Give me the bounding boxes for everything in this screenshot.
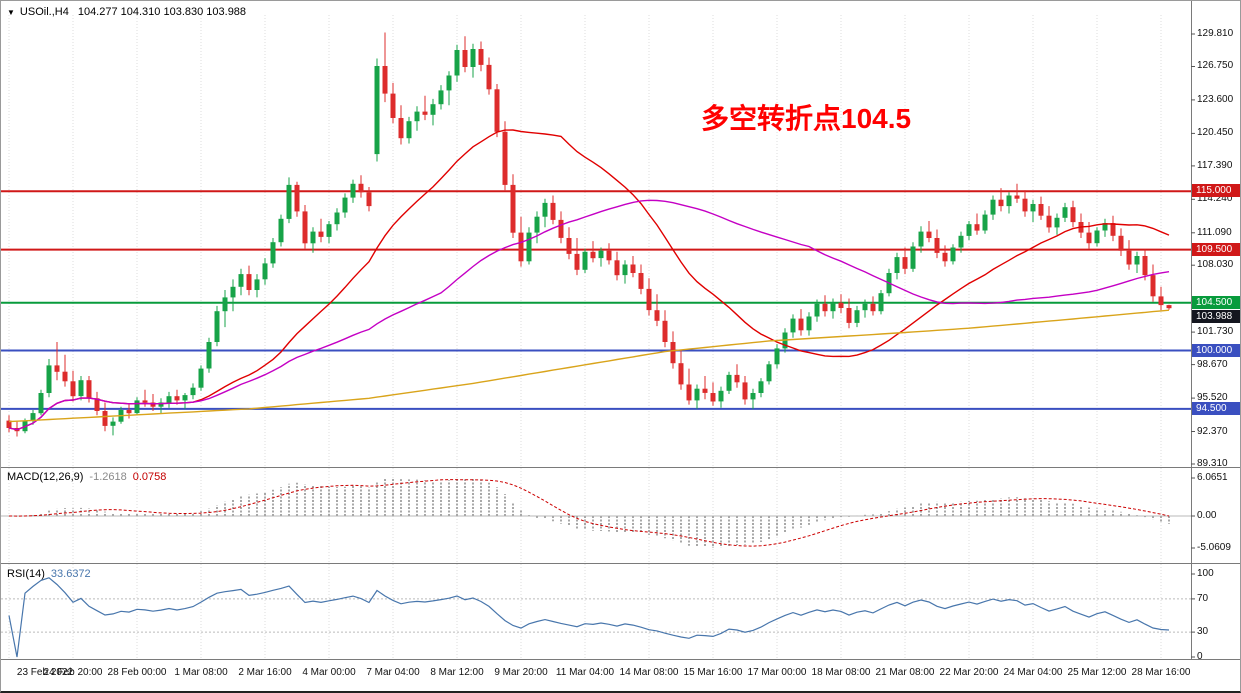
time-axis-label: 9 Mar 20:00 [494,667,548,678]
price-axis-label: 95.520 [1197,392,1228,404]
time-axis-label: 7 Mar 04:00 [366,667,420,678]
rsi-axis-label: 0 [1197,651,1203,662]
price-axis-label: 120.450 [1197,127,1234,139]
price-axis-label: 126.750 [1197,60,1234,72]
price-axis-label: 117.390 [1197,159,1233,171]
annotation-text: 多空转折点104.5 [701,103,912,134]
price-axis-label: 108.030 [1197,259,1234,271]
rsi-axis-label: 30 [1197,626,1209,638]
rsi-value: 33.6372 [50,568,91,580]
time-axis-label: 11 Mar 04:00 [555,667,615,678]
macd-indicator-label: MACD(12,26,9) -1.2618 0.0758 [7,471,172,483]
macd-axis-label: 0.00 [1197,510,1217,521]
chart-info-line: ▼ USOil.,H4 104.277 104.310 103.830 103.98… [7,6,246,18]
one-click-trading-icon[interactable]: ▼ [7,7,15,17]
ma-fast-line [8,129,1170,431]
macd-histogram [16,478,1170,548]
macd-signal-line [8,479,1170,547]
time-axis-label: 23 Feb 2022 [16,667,74,678]
time-axis-label: 4 Mar 00:00 [302,667,356,678]
macd-main-value: -1.2618 [89,471,127,483]
time-axis-label: 28 Feb 00:00 [107,667,167,678]
price-axis-label: 89.310 [1197,458,1228,469]
macd-axis-label: 6.0651 [1197,472,1228,483]
time-axis-label: 14 Mar 08:00 [619,667,679,678]
price-axis-label: 114.240 [1197,193,1233,205]
time-axis-label: 1 Mar 08:00 [174,667,228,678]
time-axis-label: 28 Mar 16:00 [1131,667,1191,678]
ma-slow-line [8,309,1170,423]
time-axis-label: 24 Mar 04:00 [1003,667,1063,678]
time-axis-label: 17 Mar 00:00 [747,667,807,678]
candlestick-series [6,32,1172,437]
current-price-badge: 103.988 [1192,309,1240,323]
price-line-badge: 109.500 [1192,242,1240,256]
macd-signal-value: 0.0758 [132,471,167,483]
symbol-timeframe-label: USOil.,H4 [19,6,69,18]
price-line-badge: 115.000 [1192,184,1240,198]
time-axis-label: 22 Mar 20:00 [939,667,999,678]
rsi-indicator-label: RSI(14) 33.6372 [7,568,97,580]
ma-mid-line [8,199,1170,431]
ohlc-values: 104.277 104.310 103.830 103.988 [77,6,247,18]
time-axis-label: 24 Feb 20:00 [43,667,103,678]
time-axis-label: 18 Mar 08:00 [811,667,871,678]
price-axis-label: 123.600 [1197,93,1234,105]
time-axis-label: 25 Mar 12:00 [1067,667,1127,678]
price-line-badge: 94.500 [1192,401,1240,415]
price-axis-label: 92.370 [1197,425,1228,437]
price-axis-label: 129.810 [1197,28,1234,39]
price-axis-label: 101.730 [1197,326,1234,338]
time-axis-label: 8 Mar 12:00 [430,667,484,678]
time-axis-label: 21 Mar 08:00 [875,667,935,678]
rsi-axis-label: 70 [1197,592,1209,604]
rsi-name: RSI(14) [7,568,45,580]
rsi-axis-label: 100 [1197,568,1214,579]
price-axis-label: 111.090 [1197,226,1232,238]
time-axis-label: 2 Mar 16:00 [238,667,292,678]
price-line-badge: 104.500 [1192,295,1240,309]
time-axis-label: 15 Mar 16:00 [683,667,743,678]
price-axis-label: 98.670 [1197,358,1228,370]
price-line-badge: 100.000 [1192,343,1240,357]
rsi-line [8,577,1170,658]
macd-axis-label: -5.0609 [1197,542,1231,553]
macd-name: MACD(12,26,9) [7,471,84,483]
